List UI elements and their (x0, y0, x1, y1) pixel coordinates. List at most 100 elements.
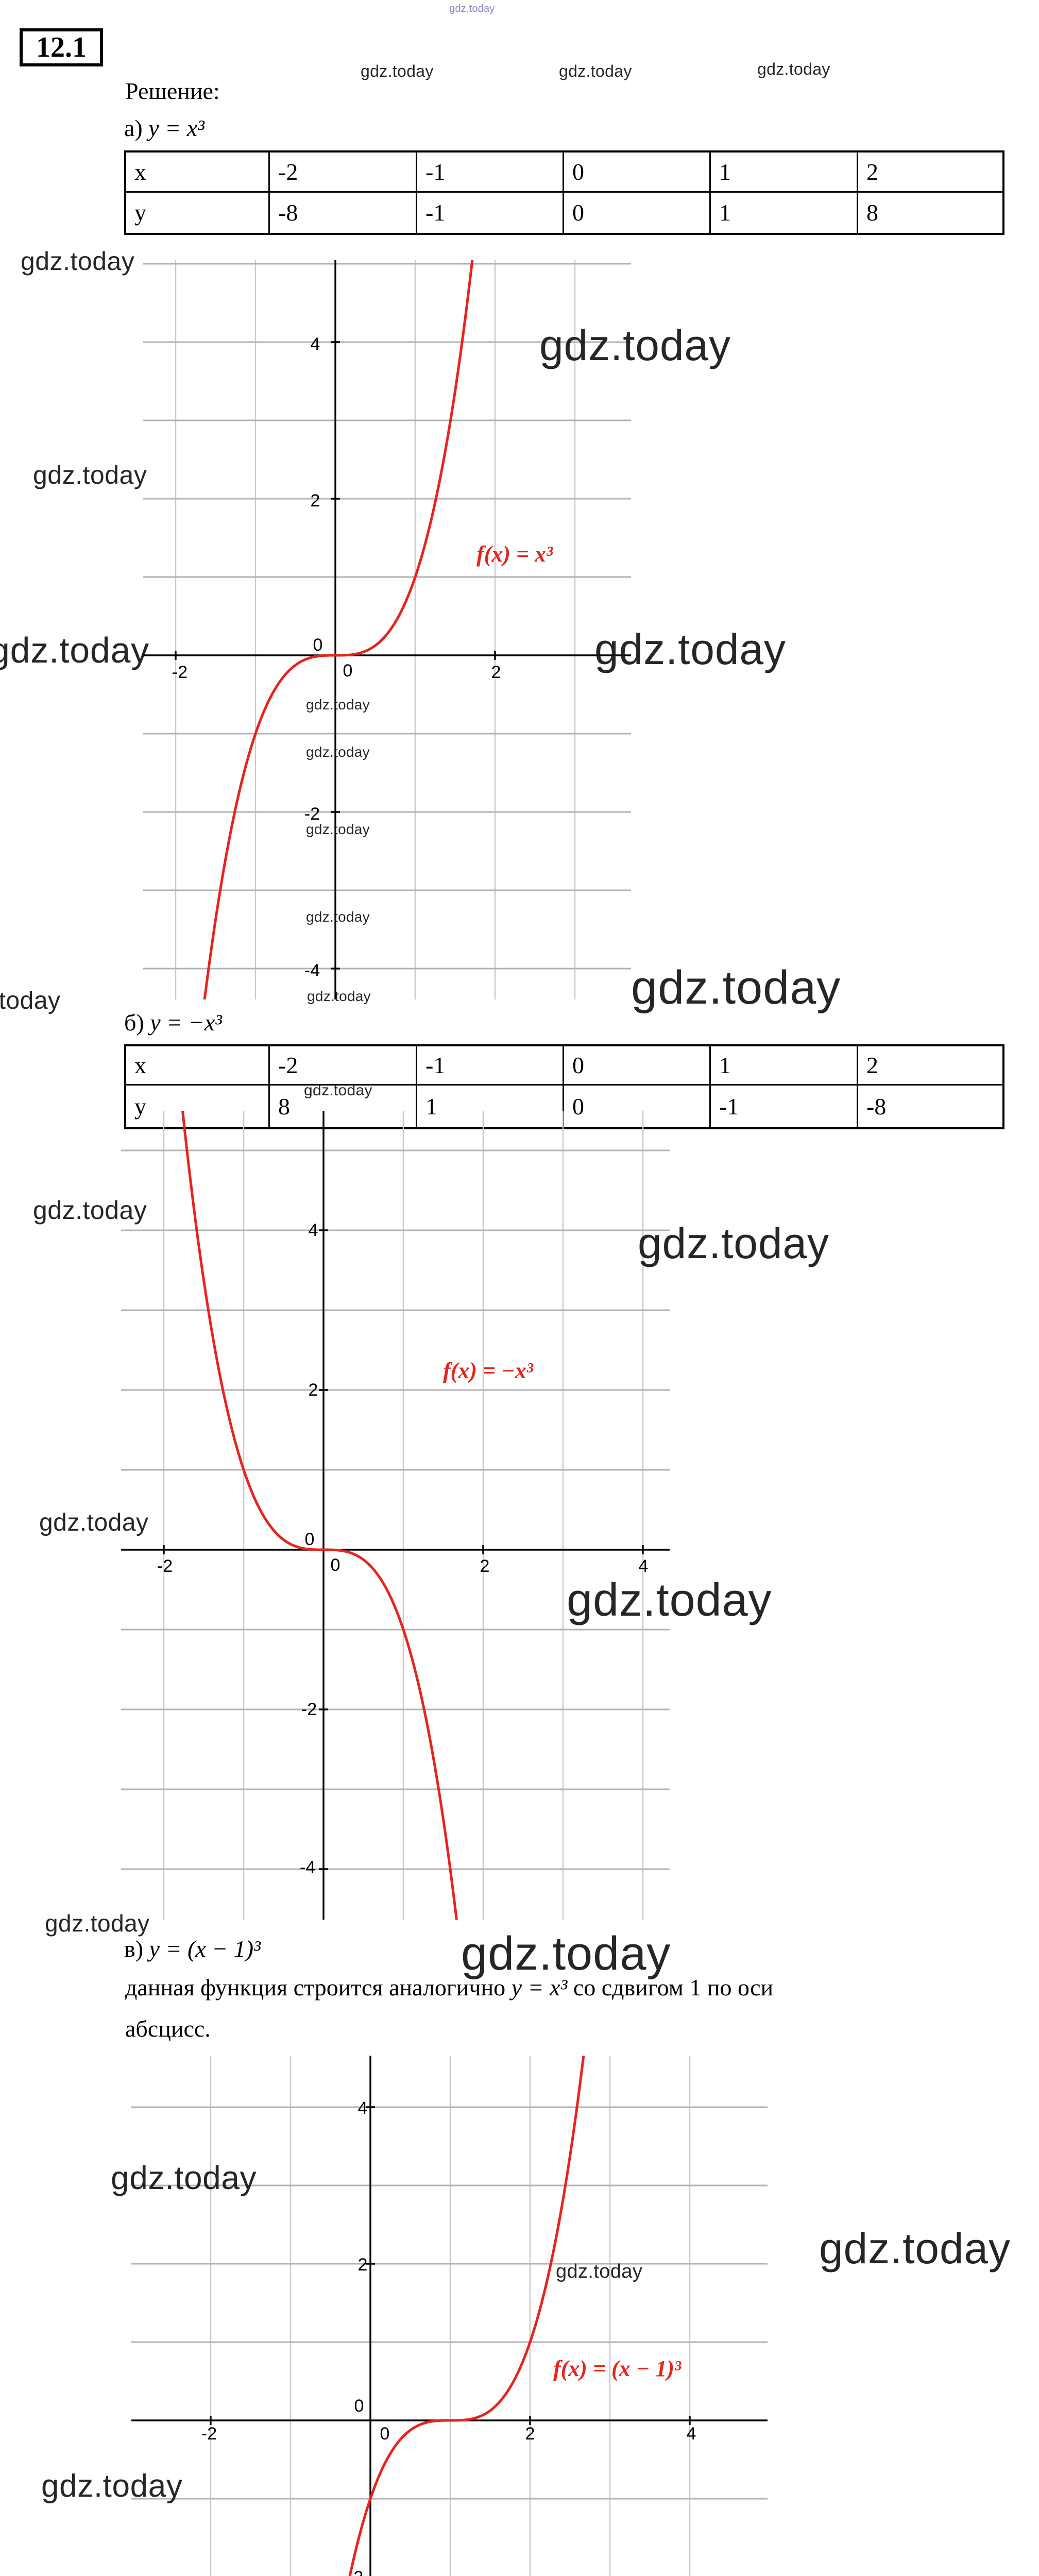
watermark: gdz.today (306, 744, 370, 760)
tick-label: 2 (525, 2424, 535, 2444)
heading-v-letter: в) (124, 1936, 144, 1962)
function-label: f(x) = (x − 1)³ (553, 2356, 682, 2381)
problem-number: 12.1 (36, 31, 87, 63)
heading-a: а) y = x³ (124, 114, 205, 142)
text-segment: данная функция строится аналогично (125, 1974, 512, 2001)
watermark: gdz.today (757, 60, 830, 78)
tick-label: -2 (301, 1700, 317, 1719)
watermark: gdz.today (594, 625, 786, 673)
tick-label: 4 (309, 1221, 318, 1240)
heading-a-letter: а) (124, 115, 143, 141)
tick-label: 2 (309, 1380, 318, 1400)
text-segment: абсцисс. (125, 2015, 211, 2042)
table-cell: 2 (857, 150, 1004, 193)
inline-formula: y = x³ (511, 1974, 568, 2001)
watermark: gdz.today (304, 1082, 372, 1099)
heading-b-formula: y = −x³ (150, 1009, 222, 1036)
table-cell: 8 (268, 1083, 417, 1129)
text-segment: со сдвигом 1 по оси (567, 1974, 774, 2001)
table-cell: -1 (416, 191, 564, 235)
graph-v: -2 0 2 4 0 4 2 -2 f(x) = (x − 1)³ (131, 2056, 768, 2576)
problem-number-box: 12.1 (20, 28, 103, 66)
tick-label: -2 (304, 804, 320, 824)
graph-a: -2 2 0 0 4 2 -2 -4 f(x) = x³ (143, 260, 631, 999)
watermark: gdz.today (111, 2159, 257, 2196)
tick-label: 2 (311, 491, 320, 511)
tick-label: 2 (491, 663, 501, 682)
watermark: gdz.today (39, 1509, 149, 1536)
tick-label: 0 (380, 2424, 390, 2444)
watermark: gdz.today (306, 821, 370, 837)
value-table: x -2 -1 0 1 2 y 8 1 0 -1 -8 (124, 1044, 1004, 1129)
heading-v: в) y = (x − 1)³ (124, 1935, 261, 1962)
table-cell: x (124, 1044, 270, 1086)
solution-label: Решение: (125, 78, 220, 104)
table-cell: 1 (709, 191, 858, 235)
function-label: f(x) = x³ (476, 541, 553, 567)
table-cell: 8 (857, 191, 1004, 235)
watermark: gdz.today (638, 1219, 829, 1267)
table-cell: 0 (563, 150, 711, 193)
watermark: gdz.today (361, 62, 434, 80)
watermark: gdz.today (449, 3, 495, 14)
function-curve (181, 1111, 458, 1920)
tick-label: -4 (300, 1858, 315, 1877)
heading-b-letter: б) (124, 1009, 144, 1036)
function-curve (348, 2056, 585, 2576)
watermark: gdz.today (33, 461, 147, 489)
watermark: gdz.today (306, 909, 370, 925)
tick-label: -2 (201, 2424, 217, 2444)
watermark: gdz.today (0, 630, 149, 670)
heading-a-formula: y = x³ (148, 115, 205, 141)
tick-label: -2 (172, 663, 188, 682)
watermark: gdz.today (631, 961, 841, 1014)
table-cell: y (124, 1083, 270, 1129)
watermark: gdz.today (0, 987, 61, 1014)
watermark: gdz.today (45, 1910, 150, 1937)
tick-label: 4 (358, 2098, 368, 2118)
table-cell: -1 (416, 1044, 564, 1086)
table-cell: -1 (709, 1083, 858, 1129)
watermark: gdz.today (567, 1574, 772, 1626)
table-cell: 1 (709, 150, 858, 193)
table-cell: 1 (709, 1044, 858, 1086)
watermark: gdz.today (461, 1927, 671, 1980)
tick-label: -4 (304, 961, 320, 980)
tick-label: 0 (343, 661, 353, 681)
text-line: абсцисс. (125, 2008, 773, 2049)
tick-label: 4 (687, 2424, 696, 2444)
table-cell: 1 (416, 1083, 564, 1129)
tick-label: 4 (639, 1556, 649, 1576)
table-cell: -1 (416, 150, 564, 193)
tick-label: -2 (157, 1556, 173, 1576)
heading-b: б) y = −x³ (124, 1009, 222, 1036)
tick-label: 2 (358, 2255, 368, 2275)
table-cell: x (124, 150, 270, 193)
tick-label: 2 (480, 1556, 490, 1576)
watermark: gdz.today (307, 988, 371, 1004)
table-cell: y (124, 191, 270, 235)
table-cell: -8 (268, 191, 417, 235)
function-curve (203, 260, 474, 999)
function-label: f(x) = −x³ (443, 1358, 534, 1383)
table-cell: -2 (268, 150, 417, 193)
watermark: gdz.today (306, 697, 370, 713)
table-cell: -8 (857, 1083, 1004, 1129)
heading-v-formula: y = (x − 1)³ (149, 1936, 261, 1962)
watermark: gdz.today (539, 321, 731, 369)
table-cell: -2 (268, 1044, 417, 1086)
watermark: gdz.today (559, 62, 632, 80)
value-table: x -2 -1 0 1 2 y -8 -1 0 1 8 (124, 150, 1004, 235)
tick-label: 0 (313, 635, 323, 655)
graph-b: -2 0 2 4 0 4 2 -2 -4 f(x) = −x³ (121, 1111, 670, 1920)
watermark: gdz.today (33, 1196, 147, 1225)
table-cell: 0 (563, 191, 711, 235)
tick-label: 0 (331, 1555, 340, 1575)
text-line: данная функция строится аналогично y = x… (125, 1967, 773, 2008)
watermark: gdz.today (21, 247, 135, 276)
watermark: gdz.today (556, 2261, 643, 2282)
tick-label: 0 (305, 1530, 315, 1549)
table-cell: 2 (857, 1044, 1004, 1086)
explanation-v: данная функция строится аналогично y = x… (125, 1967, 773, 2049)
